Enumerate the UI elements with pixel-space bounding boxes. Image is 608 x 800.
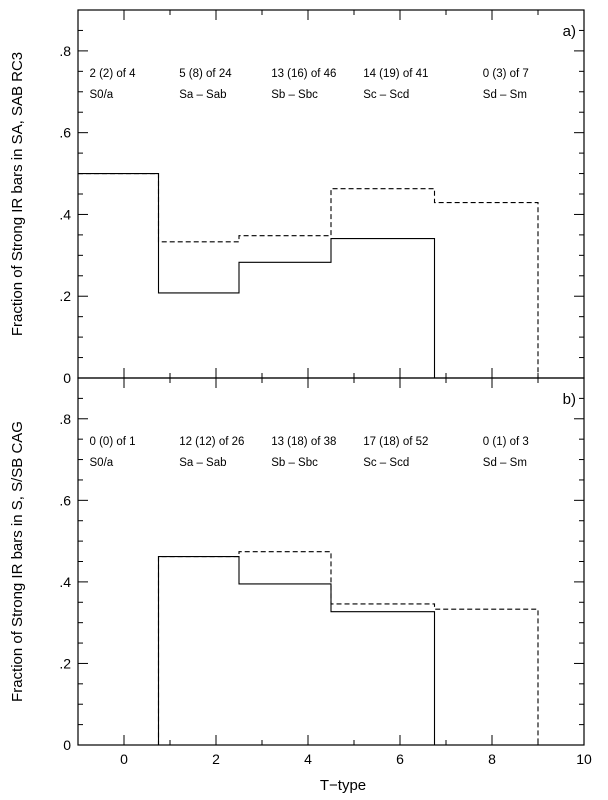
y-axis-label: Fraction of Strong IR bars in SA, SAB RC… <box>9 52 26 336</box>
y-tick-label: .4 <box>59 206 71 222</box>
annotation-count: 13 (18) of 38 <box>271 436 336 448</box>
y-tick-label: .6 <box>59 125 71 141</box>
x-tick-label: 10 <box>576 751 592 767</box>
annotation-type: Sd – Sm <box>483 457 527 469</box>
annotation-type: S0/a <box>90 89 114 101</box>
annotation-count: 2 (2) of 4 <box>90 68 137 80</box>
histogram-series-dashed <box>78 551 539 746</box>
annotation-type: Sa – Sab <box>179 89 226 101</box>
x-tick-label: 0 <box>120 751 128 767</box>
y-tick-label: .6 <box>59 492 71 508</box>
annotation-type: Sc – Scd <box>363 89 409 101</box>
annotation-type: Sb – Sbc <box>271 89 318 101</box>
histogram-series-solid <box>78 173 538 379</box>
x-tick-label: 8 <box>488 751 496 767</box>
annotation-count: 17 (18) of 52 <box>363 436 428 448</box>
y-tick-label: .2 <box>59 288 71 304</box>
annotation-count: 0 (3) of 7 <box>483 68 529 80</box>
annotation-type: Sd – Sm <box>483 89 527 101</box>
y-axis-label: Fraction of Strong IR bars in S, S/SB CA… <box>9 421 26 702</box>
annotation-count: 12 (12) of 26 <box>179 436 244 448</box>
x-tick-label: 2 <box>212 751 220 767</box>
annotation-count: 0 (1) of 3 <box>483 436 529 448</box>
annotation-type: Sb – Sbc <box>271 457 318 469</box>
histogram-series-solid <box>78 556 538 746</box>
y-tick-label: .2 <box>59 655 71 671</box>
annotation-type: Sa – Sab <box>179 457 226 469</box>
panel-b: 0 2 4 6 8 10 T−type 0 .2 .4 .6 .8 Fraction of Strong… <box>9 377 592 794</box>
y-tick-label: .4 <box>59 574 71 590</box>
annotation-type: S0/a <box>90 457 114 469</box>
annotation-count: 13 (16) of 46 <box>271 68 336 80</box>
annotation-count: 0 (0) of 1 <box>90 436 136 448</box>
annotation-type: Sc – Scd <box>363 457 409 469</box>
y-tick-label: 0 <box>63 370 71 386</box>
y-tick-label: 0 <box>63 737 71 753</box>
annotation-count: 5 (8) of 24 <box>179 68 232 80</box>
panel-label: b) <box>563 391 576 408</box>
y-tick-label: .8 <box>59 411 71 427</box>
histogram-series-dashed <box>78 173 539 378</box>
y-tick-label: .8 <box>59 43 71 59</box>
annotation-count: 14 (19) of 41 <box>363 68 428 80</box>
panel-label: a) <box>563 23 576 40</box>
x-tick-label: 6 <box>396 751 404 767</box>
x-tick-label: 4 <box>304 751 312 767</box>
panel-a: 0 .2 .4 .6 .8 Fraction of Strong IR bars in S… <box>9 9 585 388</box>
x-axis-label: T−type <box>320 777 366 794</box>
